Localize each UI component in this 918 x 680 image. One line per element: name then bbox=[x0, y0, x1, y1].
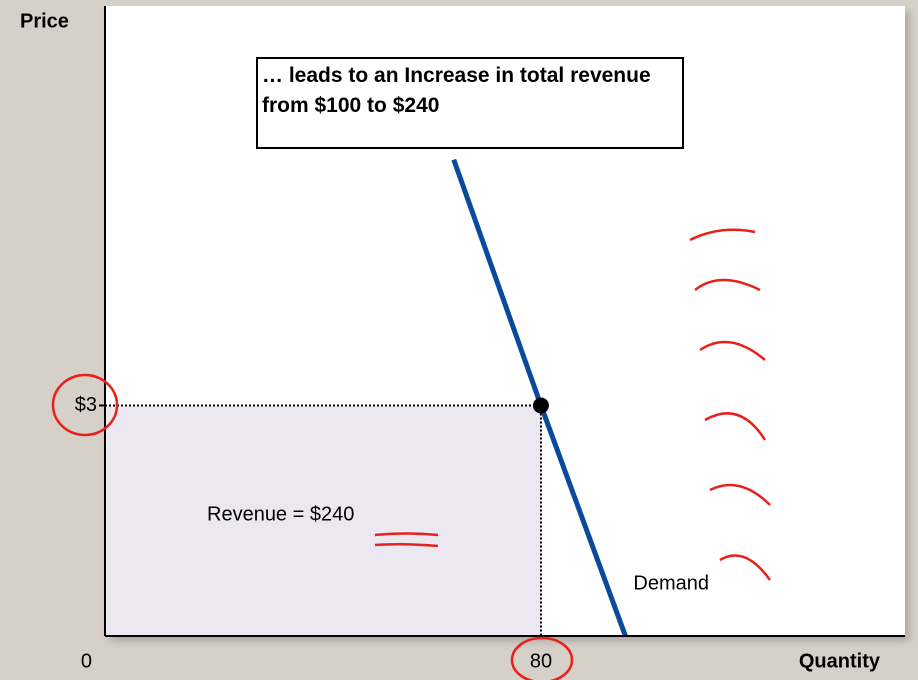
x-tick-label: 80 bbox=[530, 650, 552, 672]
revenue-area bbox=[105, 405, 541, 636]
x-axis-label: Quantity bbox=[799, 650, 881, 672]
handwriting bbox=[51, 228, 772, 680]
highlight-point bbox=[532, 397, 549, 414]
y-tick-label: $3 bbox=[75, 394, 97, 416]
y-axis-label: Price bbox=[20, 10, 69, 32]
x-tick-label: 0 bbox=[81, 650, 92, 672]
annotation-box: … leads to an Increase in total revenue … bbox=[256, 57, 684, 149]
revenue-label: Revenue = $240 bbox=[207, 503, 354, 525]
marks bbox=[105, 158, 628, 637]
series-label: Demand bbox=[633, 572, 709, 594]
